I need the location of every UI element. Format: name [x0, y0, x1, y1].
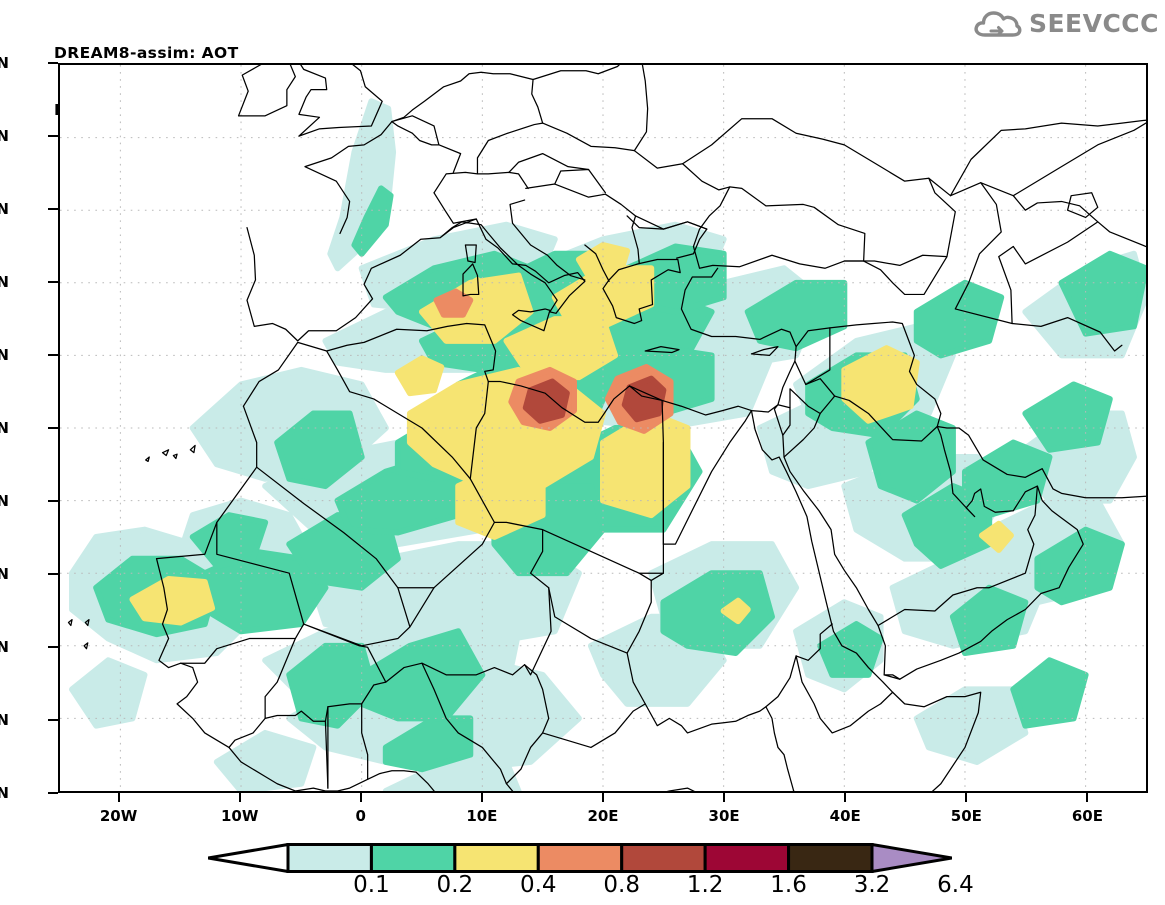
lon-label: 30E: [708, 807, 740, 825]
colorbar-tick-label: 0.8: [603, 872, 640, 898]
lat-tick: [48, 135, 58, 137]
cloud-icon: [974, 8, 1022, 38]
lat-label: 5N: [0, 784, 9, 802]
lat-label: 35N: [0, 346, 9, 364]
lat-label: 55N: [0, 54, 9, 72]
colorbar-tick-label: 0.1: [353, 872, 390, 898]
lat-label: 20N: [0, 565, 9, 583]
lon-tick: [238, 793, 241, 802]
colorbar-tick-label: 1.6: [770, 872, 807, 898]
lat-tick: [48, 719, 58, 721]
lon-tick: [844, 793, 847, 802]
lat-tick: [48, 500, 58, 502]
lat-tick: [48, 427, 58, 429]
lat-tick: [48, 62, 58, 64]
lat-label: 30N: [0, 419, 9, 437]
lat-tick: [48, 646, 58, 648]
colorbar-tick-label: 0.4: [519, 872, 557, 898]
lat-label: 10N: [0, 711, 9, 729]
colorbar: [208, 843, 952, 873]
lon-label: 20W: [99, 807, 138, 825]
lon-label: 10W: [220, 807, 259, 825]
seevccc-logo: SEEVCCC: [974, 8, 1159, 38]
lat-label: 40N: [0, 273, 9, 291]
lon-tick: [965, 793, 968, 802]
lat-tick: [48, 573, 58, 575]
colorbar-tick-label: 1.2: [686, 872, 724, 898]
lon-tick: [1086, 793, 1089, 802]
lon-label: 10E: [466, 807, 498, 825]
lat-label: 45N: [0, 200, 9, 218]
lat-label: 50N: [0, 127, 9, 145]
lon-tick: [723, 793, 726, 802]
lon-tick: [117, 793, 120, 802]
map-canvas: [60, 65, 1146, 791]
lat-tick: [48, 208, 58, 210]
colorbar-tick-label: 3.2: [853, 872, 891, 898]
lat-label: 25N: [0, 492, 9, 510]
lon-tick: [480, 793, 483, 802]
lon-label: 0: [355, 807, 366, 825]
map-plot-area: [58, 63, 1148, 793]
lat-tick: [48, 792, 58, 794]
lon-label: 40E: [829, 807, 861, 825]
colorbar-tick-label: 6.4: [937, 872, 974, 898]
colorbar-labels: 0.1 0.2 0.4 0.8 1.2 1.6 3.2 6.4: [208, 872, 974, 902]
lat-tick: [48, 281, 58, 283]
lon-tick: [602, 793, 604, 802]
lon-label: 60E: [1071, 807, 1103, 825]
lon-label: 50E: [950, 807, 982, 825]
colorbar-tick-label: 0.2: [436, 872, 474, 898]
lon-tick: [359, 793, 362, 802]
logo-text: SEEVCCC: [1028, 8, 1159, 38]
lon-label: 20E: [587, 807, 619, 825]
lat-tick: [48, 354, 58, 356]
model-title: DREAM8-assim: AOT: [54, 44, 239, 62]
lat-label: 15N: [0, 638, 9, 656]
